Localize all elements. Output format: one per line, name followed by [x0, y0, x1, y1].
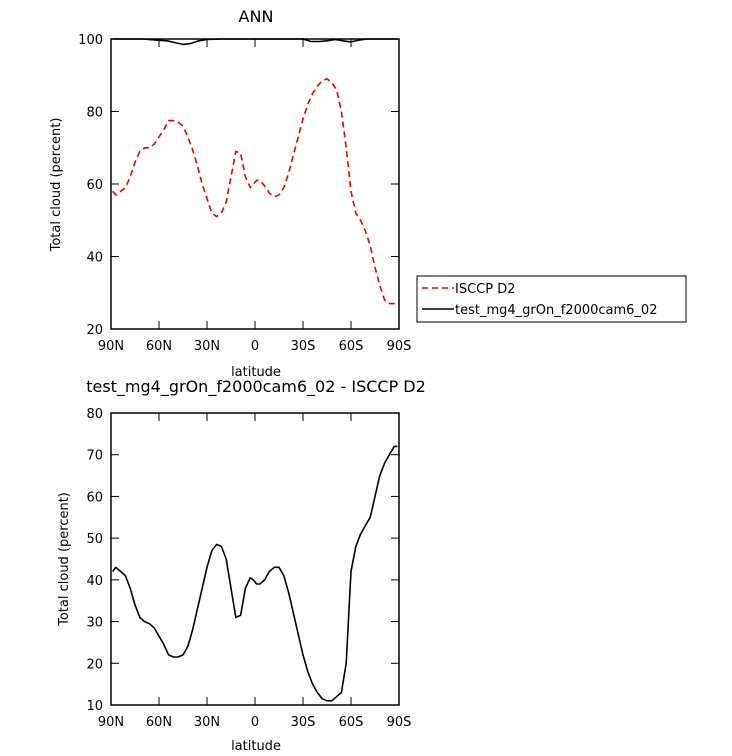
bottom-chart-series [111, 445, 398, 702]
bottom-chart-series-line-0 [111, 445, 398, 702]
bottom-chart-x-tick-label: 30S [291, 715, 316, 730]
bottom-chart-x-tick-label: 60S [339, 715, 364, 730]
bottom-chart-y-tick-label: 10 [86, 699, 103, 714]
bottom-chart-y-tick-label: 60 [86, 490, 103, 505]
bottom-chart-y-tick-label: 20 [86, 657, 103, 672]
bottom-chart-y-tick-label: 80 [86, 407, 103, 422]
legend-label-test-model: test_mg4_grOn_f2000cam6_02 [455, 303, 657, 318]
bottom-chart-y-tick-label: 40 [86, 574, 103, 589]
top-chart-y-tick-label: 60 [86, 178, 103, 193]
bottom-chart-y-tick-label: 50 [86, 532, 103, 547]
top-chart-x-tick-label: 90N [98, 339, 124, 354]
top-chart-legend: ISCCP D2 test_mg4_grOn_f2000cam6_02 [416, 275, 687, 323]
top-chart-x-tick-label: 0 [251, 339, 259, 354]
bottom-chart-x-ticks: 90N 60N 30N 0 30S 60S 90S [98, 413, 412, 730]
top-chart-y-tick-label: 40 [86, 251, 103, 266]
bottom-chart-x-tick-label: 30N [194, 715, 220, 730]
top-chart-plot-frame [110, 38, 400, 330]
top-chart-y-tick-label: 80 [86, 106, 103, 121]
bottom-chart-y-tick-label: 70 [86, 449, 103, 464]
top-chart-ylabel: Total cloud (percent) [49, 118, 64, 253]
top-chart-title: ANN [239, 7, 274, 26]
top-chart: ANN latitude Total cloud (percent) 90N 60… [49, 7, 411, 380]
top-chart-x-tick-label: 60S [339, 339, 364, 354]
bottom-chart-xlabel: latitude [231, 739, 281, 754]
bottom-chart-y-tick-label: 30 [86, 616, 103, 631]
top-chart-x-tick-label: 30S [291, 339, 316, 354]
top-chart-series [112, 38, 398, 305]
top-chart-x-tick-label: 60N [146, 339, 172, 354]
bottom-chart-title: test_mg4_grOn_f2000cam6_02 - ISCCP D2 [86, 377, 426, 397]
bottom-chart-plot-frame [110, 412, 400, 706]
bottom-chart-ylabel: Total cloud (percent) [57, 492, 72, 627]
legend-box [416, 275, 687, 323]
top-chart-y-tick-label: 20 [86, 323, 103, 338]
top-chart-x-tick-label: 90S [387, 339, 412, 354]
bottom-chart-x-tick-label: 0 [251, 715, 259, 730]
top-chart-x-ticks: 90N 60N 30N 0 30S 60S 90S [98, 39, 412, 354]
top-chart-xlabel: latitude [231, 365, 281, 380]
bottom-chart: test_mg4_grOn_f2000cam6_02 - ISCCP D2 la… [57, 377, 426, 754]
bottom-chart-y-ticks: 10 20 30 40 50 60 70 80 [86, 407, 399, 714]
top-chart-y-ticks: 20 40 60 80 100 [78, 33, 399, 338]
bottom-chart-x-tick-label: 90S [387, 715, 412, 730]
bottom-chart-x-tick-label: 60N [146, 715, 172, 730]
top-chart-y-tick-label: 100 [78, 33, 103, 48]
bottom-chart-x-tick-label: 90N [98, 715, 124, 730]
legend-label-isccp-d2: ISCCP D2 [455, 282, 516, 297]
top-chart-x-tick-label: 30N [194, 339, 220, 354]
top-chart-series-line-0 [112, 78, 398, 305]
